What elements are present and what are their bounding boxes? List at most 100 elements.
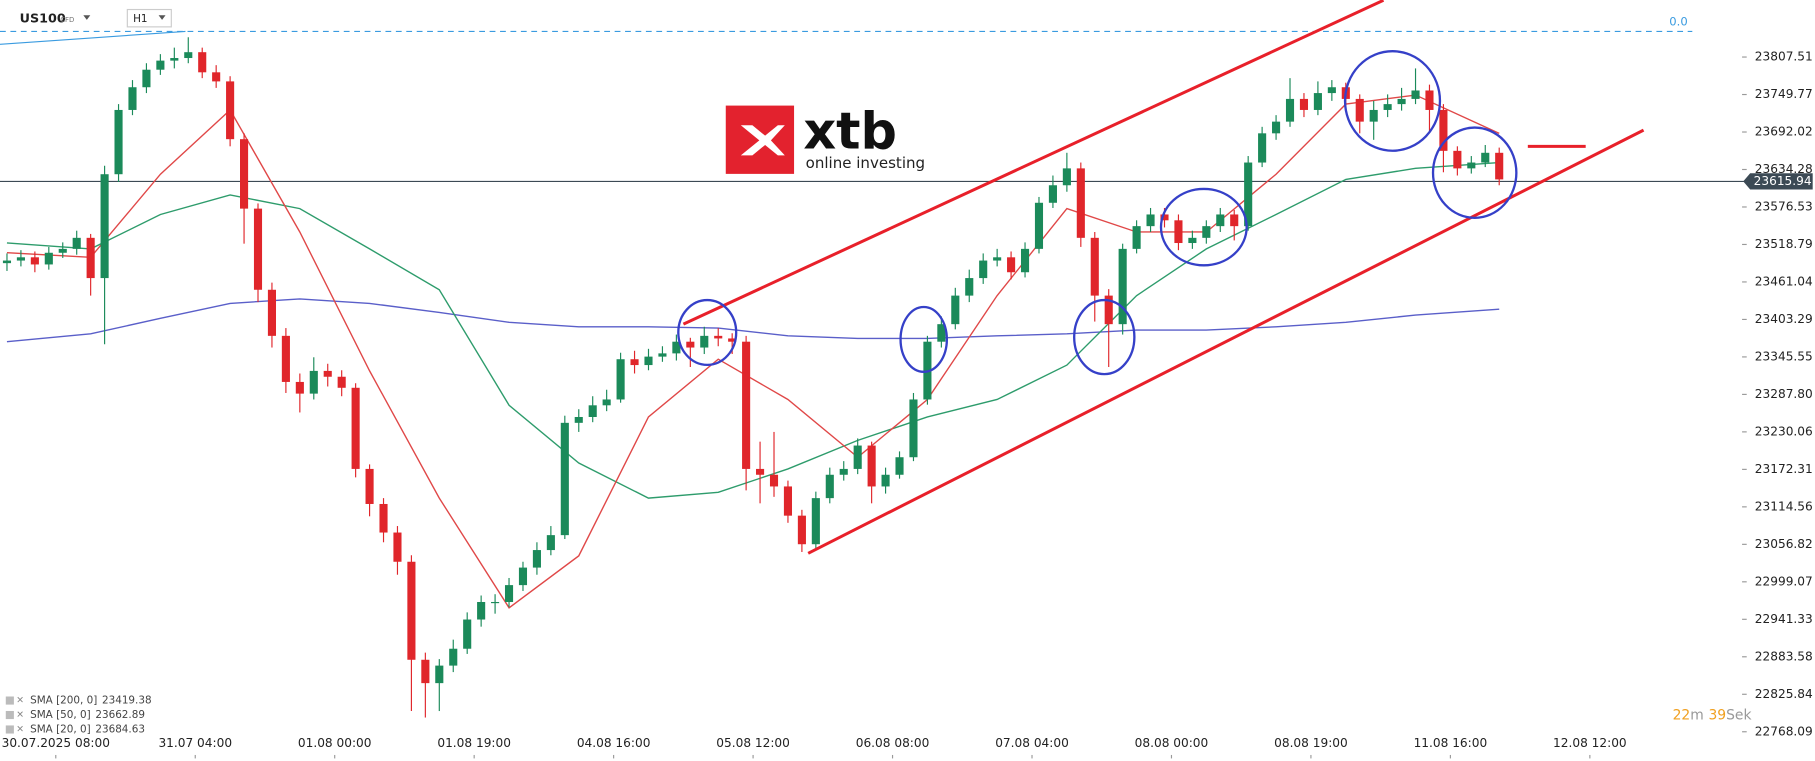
candle-body <box>1355 98 1364 122</box>
timeframe-dropdown[interactable] <box>158 15 166 20</box>
legend-close: ✕ <box>16 724 24 735</box>
timeframe-box[interactable] <box>126 8 172 28</box>
candle-body <box>560 422 569 536</box>
last-price-tag <box>1743 173 1813 190</box>
y-tick-label: 23461.04 <box>1755 274 1813 288</box>
candle-body <box>1425 90 1434 110</box>
last-price-label: 23615.94 <box>1754 174 1812 188</box>
candle-body <box>644 356 653 366</box>
candle-body <box>100 174 109 279</box>
candle-body <box>756 468 765 475</box>
candle-body <box>811 498 820 545</box>
candle-body <box>979 260 988 279</box>
candle-body <box>1034 202 1044 249</box>
x-tick-label: 08.08 19:00 <box>1274 736 1348 750</box>
candle-body <box>58 248 67 253</box>
candle-body <box>86 237 95 279</box>
symbol-dropdown[interactable] <box>83 15 91 20</box>
moving-average-line <box>6 94 1500 609</box>
x-tick-label: 06.08 08:00 <box>856 736 930 750</box>
candle-body <box>463 619 472 649</box>
candle-body <box>365 468 374 504</box>
annotation-circle <box>1343 50 1442 152</box>
candle-body <box>602 399 611 406</box>
y-tick-label: 23056.82 <box>1755 537 1813 551</box>
y-tick-label: 23692.02 <box>1755 125 1813 139</box>
candle-body <box>630 359 639 366</box>
legend-close: ✕ <box>16 710 24 721</box>
legend-entry: SMA [50, 0] 23662.89 <box>30 709 145 721</box>
countdown-minutes-unit: m <box>1690 708 1704 724</box>
candle-body <box>309 370 318 394</box>
candle-body <box>574 416 583 423</box>
candle-body <box>1090 237 1099 296</box>
candle-body <box>895 457 904 475</box>
x-tick-label: 30.07.2025 08:00 <box>2 736 110 750</box>
moving-average-line <box>6 298 1500 343</box>
candle-body <box>1202 226 1211 238</box>
y-tick-label: 23807.51 <box>1755 50 1813 64</box>
x-tick-label: 05.08 12:00 <box>716 736 790 750</box>
logo-tagline: online investing <box>806 154 925 172</box>
candle-body <box>281 335 290 382</box>
candle-body <box>1313 93 1322 110</box>
candle-body <box>825 474 834 499</box>
countdown: 22m 39Sek <box>1673 708 1752 724</box>
logo: xtb online investing <box>725 103 925 174</box>
candle-body <box>1230 214 1239 227</box>
candle-body <box>198 52 207 73</box>
legend-icon <box>5 696 14 705</box>
candle-body <box>212 72 221 82</box>
candle-body <box>323 370 332 377</box>
legend-name: SMA [200, 0] <box>30 695 97 707</box>
x-tick-label: 31.07 04:00 <box>158 736 232 750</box>
candle-body <box>518 567 528 586</box>
candle-body <box>407 561 416 660</box>
front-layer: 23615.94 <box>0 0 1813 555</box>
candle-body <box>1383 104 1392 110</box>
candle-body <box>1174 220 1183 244</box>
y-tick-label: 22941.33 <box>1755 612 1813 626</box>
y-tick-label: 22883.58 <box>1755 649 1813 663</box>
legend-close: ✕ <box>16 695 24 706</box>
candle-body <box>686 341 695 348</box>
x-tick-label: 11.08 16:00 <box>1414 736 1488 750</box>
candle-body <box>491 601 500 604</box>
candle-body <box>142 69 151 88</box>
x-tick-label: 01.08 19:00 <box>437 736 511 750</box>
trend-line <box>682 0 1385 326</box>
countdown-minutes: 22 <box>1673 708 1691 724</box>
y-tick-label: 23403.29 <box>1755 312 1813 326</box>
candle-body <box>672 341 681 354</box>
header: US100 CFD H1 <box>20 8 172 28</box>
candle-body <box>700 335 709 348</box>
candle-body <box>728 338 737 342</box>
candle-body <box>1495 152 1504 180</box>
level-label: 0.0 <box>1669 15 1687 29</box>
candle-body <box>1076 168 1085 238</box>
legend-name: SMA [50, 0] <box>30 709 91 721</box>
timeframe[interactable]: H1 <box>133 13 147 25</box>
symbol[interactable]: US100 <box>20 11 66 26</box>
x-tick-label: 08.08 00:00 <box>1135 736 1209 750</box>
y-tick-label: 23749.77 <box>1755 87 1813 101</box>
candle-body <box>337 376 346 388</box>
annotation-circle <box>1159 187 1248 267</box>
logo-name: xtb <box>803 103 897 162</box>
legend-value: 23684.63 <box>95 723 145 735</box>
candle-body <box>156 60 165 70</box>
x-tick-label: 12.08 12:00 <box>1553 736 1627 750</box>
candle-body <box>1299 98 1309 110</box>
legend-icon <box>5 710 14 720</box>
candle-body <box>532 550 541 568</box>
annotation-circle <box>1073 298 1136 376</box>
annotation-circle <box>899 305 949 373</box>
legend-icon <box>5 725 14 734</box>
countdown-seconds-unit: Sek <box>1726 708 1751 724</box>
y-tick-label: 23114.56 <box>1755 499 1813 513</box>
candle-body <box>1104 295 1113 325</box>
candle-body <box>1285 98 1295 122</box>
annotation-circle <box>1431 126 1518 220</box>
candle-body <box>769 474 779 487</box>
candle-body <box>867 445 876 487</box>
